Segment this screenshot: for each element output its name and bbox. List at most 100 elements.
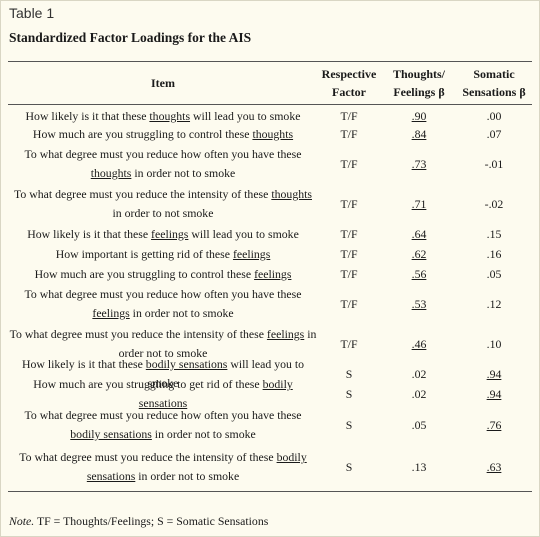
item-text: To what degree must you reduce the inten…	[8, 446, 318, 488]
item-text-post: in order not to smoke	[135, 469, 240, 483]
respective-factor-cell: T/F	[340, 226, 358, 241]
header-som-line1: Somatic	[473, 67, 515, 81]
header-factor-line2: Factor	[332, 85, 366, 99]
item-text: To what degree must you reduce how often…	[8, 404, 318, 446]
header-tf-line1: Thoughts/	[392, 67, 446, 81]
header-tf-line2: Feelings β	[393, 85, 445, 99]
item-text-pre: How likely is it that these	[21, 357, 146, 371]
table-row: How much are you struggling to get rid o…	[8, 377, 532, 410]
somatic-sensations-loading: .76	[486, 417, 502, 432]
item-text-key: bodily sensations	[86, 450, 307, 483]
thoughts-feelings-loading: .84	[411, 126, 427, 141]
table-row: To what degree must you reduce how often…	[8, 284, 532, 324]
top-rule	[8, 61, 532, 62]
item-text-post: in order not to smoke	[129, 306, 234, 320]
table-label: Table 1	[9, 5, 55, 21]
item-text-post: in order not to smoke	[131, 166, 236, 180]
item-text-post: in order not to smoke	[118, 327, 317, 360]
somatic-sensations-loading: .15	[486, 226, 502, 241]
table-row: To what degree must you reduce the inten…	[8, 324, 532, 364]
respective-factor-cell: T/F	[340, 196, 358, 211]
thoughts-feelings-loading: .05	[411, 417, 427, 432]
item-text-pre: How likely is it that these	[25, 108, 150, 123]
respective-factor-cell: T/F	[340, 266, 358, 281]
respective-factor-cell: T/F	[340, 296, 358, 311]
table-row: How likely is it that these feelings wil…	[8, 224, 532, 244]
item-text-post: in order not to smoke	[151, 427, 256, 441]
thoughts-feelings-loading: .56	[411, 266, 427, 281]
respective-factor-cell: T/F	[340, 108, 358, 123]
respective-factor-cell: T/F	[340, 156, 358, 171]
table-title: Standardized Factor Loadings for the AIS	[9, 30, 252, 45]
somatic-sensations-loading: .94	[486, 386, 502, 401]
thoughts-feelings-loading: .64	[411, 226, 427, 241]
item-text-key: bodily sensations	[138, 377, 293, 410]
item-text-key: feelings	[254, 266, 292, 281]
item-text-post: will lead you to smoke	[190, 108, 301, 123]
somatic-sensations-loading: .10	[486, 336, 502, 351]
somatic-sensations-loading: .12	[486, 296, 502, 311]
item-text-post: will lead you to smoke	[188, 226, 299, 241]
item-text-pre: To what degree must you reduce how often…	[24, 147, 302, 161]
thoughts-feelings-loading: .53	[411, 296, 427, 311]
item-text: How likely is it that these feelings wil…	[8, 224, 318, 244]
respective-factor-cell: S	[345, 366, 353, 381]
somatic-sensations-loading: .94	[486, 366, 502, 381]
item-text-pre: How important is getting rid of these	[55, 246, 233, 261]
item-text-key: feelings	[266, 327, 305, 341]
item-text-key: thoughts	[90, 166, 132, 180]
respective-factor-cell: T/F	[340, 246, 358, 261]
header-som-line2: Sensations β	[462, 85, 526, 99]
somatic-sensations-loading: .16	[486, 246, 502, 261]
item-text-key: feelings	[232, 246, 271, 261]
somatic-sensations-loading: .05	[486, 266, 502, 281]
item-text-pre: To what degree must you reduce the inten…	[9, 327, 267, 341]
table-note: Note. TF = Thoughts/Feelings; S = Somati…	[9, 514, 268, 529]
somatic-sensations-loading: -.02	[484, 196, 504, 211]
table-row: How important is getting rid of these fe…	[8, 244, 532, 264]
header-somatic-sensations: Somatic Sensations β	[458, 65, 530, 101]
header-factor-line1: Respective	[321, 67, 377, 81]
item-text-key: thoughts	[252, 126, 294, 141]
header-item: Item	[151, 76, 175, 90]
item-text-key: feelings	[151, 226, 189, 241]
item-text: To what degree must you reduce how often…	[8, 144, 318, 184]
respective-factor-cell: S	[345, 459, 353, 474]
respective-factor-cell: T/F	[340, 336, 358, 351]
item-text: How likely is it that these bodily sensa…	[8, 357, 318, 390]
item-text: To what degree must you reduce the inten…	[8, 324, 318, 364]
note-text: TF = Thoughts/Feelings; S = Somatic Sens…	[34, 514, 269, 528]
table-row: How much are you struggling to control t…	[8, 264, 532, 284]
table-row: To what degree must you reduce the inten…	[8, 446, 532, 488]
table-row: How much are you struggling to control t…	[8, 124, 532, 144]
table-row: To what degree must you reduce the inten…	[8, 184, 532, 224]
somatic-sensations-loading: -.01	[484, 156, 504, 171]
item-text-pre: How much are you struggling to get rid o…	[33, 377, 263, 391]
item-text-post: in order to not smoke	[112, 206, 214, 220]
thoughts-feelings-loading: .73	[411, 156, 427, 171]
item-text: To what degree must you reduce how often…	[8, 284, 318, 324]
somatic-sensations-loading: .00	[486, 108, 502, 123]
header-respective-factor: Respective Factor	[318, 65, 380, 101]
item-text-pre: To what degree must you reduce the inten…	[14, 187, 272, 201]
item-text-pre: How much are you struggling to control t…	[34, 266, 255, 281]
item-text: How much are you struggling to get rid o…	[8, 377, 318, 410]
item-text-key: bodily sensations	[70, 427, 152, 441]
item-text-pre: How likely is it that these	[27, 226, 152, 241]
table-row: To what degree must you reduce how often…	[8, 404, 532, 446]
item-text-post: will lead you to smoke	[147, 357, 305, 390]
thoughts-feelings-loading: .90	[411, 108, 427, 123]
item-text-key: thoughts	[149, 108, 191, 123]
item-text: How much are you struggling to control t…	[8, 124, 318, 144]
thoughts-feelings-loading: .62	[411, 246, 427, 261]
table-row: To what degree must you reduce how often…	[8, 144, 532, 184]
item-text: How much are you struggling to control t…	[8, 264, 318, 284]
respective-factor-cell: S	[345, 386, 353, 401]
table-row: How likely is it that these thoughts wil…	[8, 106, 532, 126]
respective-factor-cell: S	[345, 417, 353, 432]
item-text: To what degree must you reduce the inten…	[8, 184, 318, 224]
item-text: How important is getting rid of these fe…	[8, 244, 318, 264]
note-label: Note.	[9, 514, 35, 528]
table-row: How likely is it that these bodily sensa…	[8, 357, 532, 390]
item-text-pre: How much are you struggling to control t…	[32, 126, 253, 141]
